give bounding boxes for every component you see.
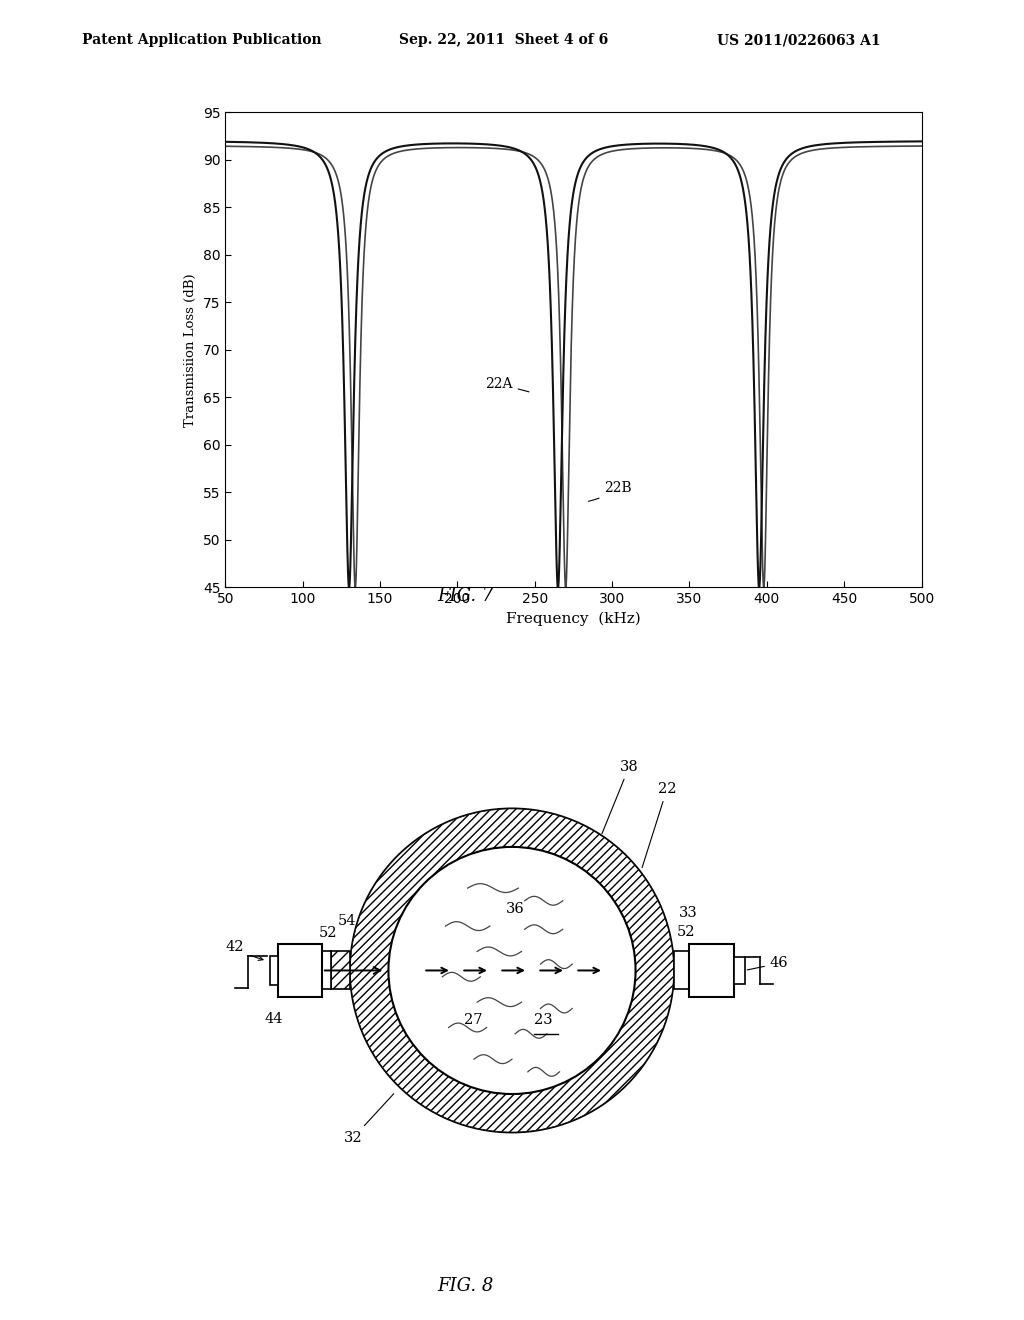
Text: 46: 46 [748,956,788,970]
Bar [322,952,332,990]
Circle shape [388,847,636,1094]
Text: FIG. 8: FIG. 8 [437,1276,495,1295]
Text: 22A: 22A [485,376,529,392]
Text: 42: 42 [225,940,244,954]
Text: 22: 22 [642,781,676,867]
Bar [689,944,734,998]
Text: 23: 23 [535,1014,553,1027]
Text: 22B: 22B [589,482,632,502]
Bar [674,952,689,990]
Text: 52: 52 [677,925,695,939]
Y-axis label: Transmisiion Loss (dB): Transmisiion Loss (dB) [184,273,198,426]
Bar [332,952,350,990]
Text: 38: 38 [602,760,638,834]
Text: 27: 27 [465,1014,483,1027]
Text: Sep. 22, 2011  Sheet 4 of 6: Sep. 22, 2011 Sheet 4 of 6 [399,33,608,48]
Text: 54: 54 [338,913,356,928]
Text: 36: 36 [506,903,524,916]
Text: 32: 32 [344,1094,394,1144]
Bar [734,957,744,985]
Text: 33: 33 [679,906,697,920]
Text: FIG. 7: FIG. 7 [437,586,495,605]
Text: 52: 52 [318,927,337,940]
X-axis label: Frequency  (kHz): Frequency (kHz) [506,611,641,626]
Bar [278,944,322,998]
Circle shape [350,809,674,1133]
Text: 44: 44 [265,1011,284,1026]
Text: US 2011/0226063 A1: US 2011/0226063 A1 [717,33,881,48]
Bar [270,956,278,985]
Text: Patent Application Publication: Patent Application Publication [82,33,322,48]
